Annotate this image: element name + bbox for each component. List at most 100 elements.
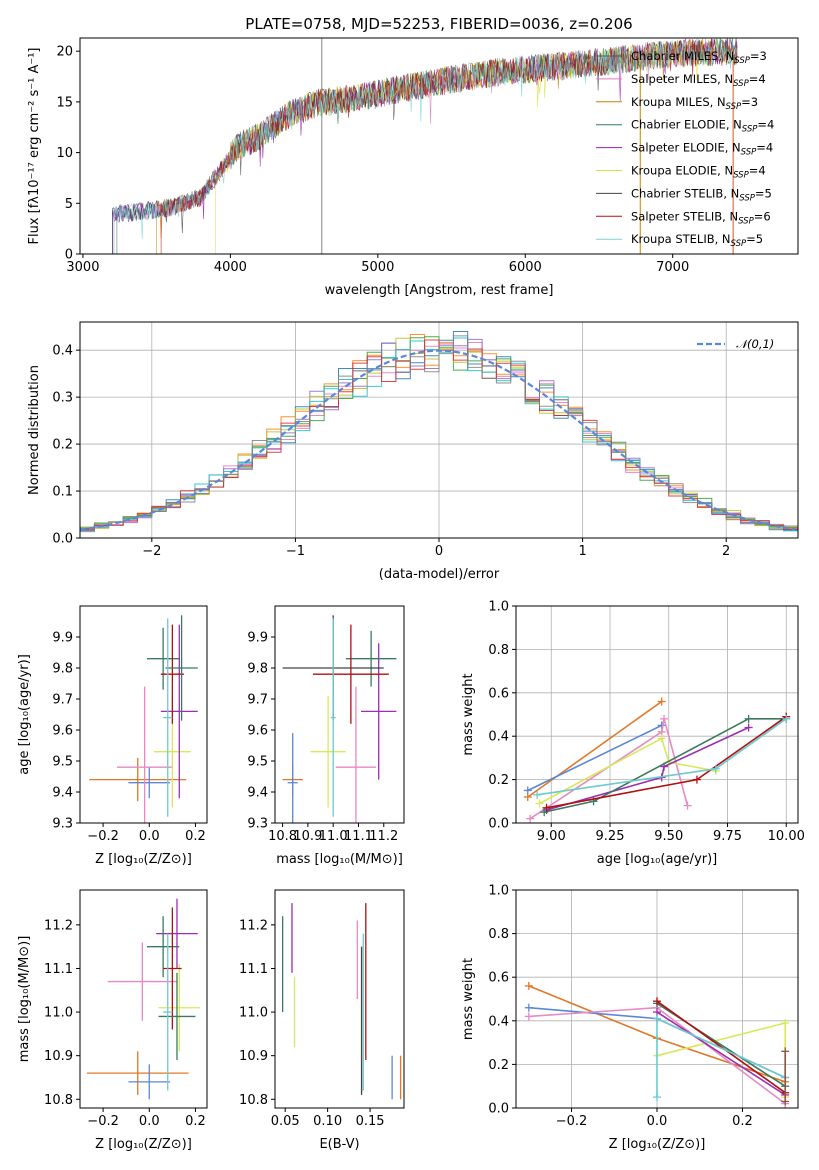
y-tick-label: 5 [65, 197, 73, 212]
y-tick-label: 1.0 [488, 600, 509, 615]
legend-label: Salpeter STELIB, NSSP=6 [631, 209, 771, 226]
y-tick-label: 9.3 [247, 817, 268, 832]
legend-label: Kroupa ELODIE, NSSP=4 [631, 164, 766, 181]
panel-frame [79, 605, 208, 824]
x-tick-label: 5000 [361, 260, 394, 275]
y-tick-label: 9.9 [247, 631, 268, 646]
x-tick-label: −0.2 [556, 1114, 588, 1129]
y-tick-label: 0.2 [52, 438, 73, 453]
panel-xlabel: age [log₁₀(age/yr)] [597, 852, 718, 867]
y-tick-label: 0.0 [52, 532, 73, 547]
mass-weight-line [656, 1011, 786, 1096]
age-vs-mass-panel: 10.810.911.011.111.2 9.3 9.4 9.5 9.6 9.7 9.8 9.… [247, 605, 405, 867]
panel-ticks: 9.00 9.25 9.50 9.75 10.00 0.0 0.2 0.4 0.6 0.8 1.0 [488, 600, 805, 845]
legend-label: Salpeter ELODIE, NSSP=4 [631, 141, 773, 158]
y-tick-label: 11.0 [239, 1006, 268, 1021]
y-tick-label: 9.7 [247, 693, 268, 708]
x-tick-label: 0.05 [271, 1114, 300, 1129]
x-tick-label: 0.0 [139, 1114, 160, 1129]
panel-xlabel: Z [log₁₀(Z/Z⊙)] [95, 852, 192, 867]
x-tick-label: −2 [142, 544, 161, 559]
residual-histograms [79, 331, 798, 533]
panel-xlabel: Z [log₁₀(Z/Z⊙)] [609, 1137, 706, 1152]
reference-gaussian [79, 349, 796, 531]
line-series [523, 697, 791, 823]
y-tick-label: 9.6 [247, 724, 268, 739]
panel-ylabel: age [log₁₀(age/yr)] [17, 654, 32, 775]
x-tick-label: 10.00 [768, 829, 805, 844]
mass-weight-line [544, 717, 787, 813]
x-tick-label: 9.25 [596, 829, 625, 844]
y-tick-label: 0.6 [488, 686, 509, 701]
spectrum-frame [79, 37, 799, 255]
y-tick-label: 10.8 [239, 1093, 268, 1108]
legend-reference-label: 𝒩(0,1) [736, 337, 774, 351]
mass-vs-ebv-panel: 0.05 0.10 0.15 10.8 10.9 11.0 11.1 11.2 E(B-V) [239, 889, 405, 1152]
y-tick-label: 9.4 [52, 786, 73, 801]
weight-vs-age-panel: 9.00 9.25 9.50 9.75 10.00 0.0 0.2 0.4 0.6 0.8 1.0 a… [461, 600, 805, 868]
mass-weight-line [539, 737, 716, 805]
panel-frame [274, 889, 405, 1109]
x-tick-label: −1 [286, 544, 305, 559]
x-tick-label: 0.0 [139, 829, 160, 844]
residual-legend: 𝒩(0,1) [697, 337, 774, 351]
x-tick-label: 10.9 [293, 829, 322, 844]
legend-label: Kroupa MILES, NSSP=3 [631, 95, 758, 112]
y-tick-label: 0.4 [52, 344, 73, 359]
legend-label: Kroupa STELIB, NSSP=5 [631, 232, 763, 249]
panel-frame [515, 889, 799, 1109]
mass-weight-line [546, 726, 749, 811]
y-tick-label: 0.3 [52, 391, 73, 406]
x-tick-label: 6000 [509, 260, 542, 275]
residual-ticks: −2 −1 0 1 2 0.0 0.1 0.2 0.3 0.4 [52, 344, 730, 559]
y-tick-label: 9.4 [247, 786, 268, 801]
y-tick-label: 0.6 [488, 971, 509, 986]
y-tick-label: 9.3 [52, 817, 73, 832]
y-tick-label: 0.2 [488, 773, 509, 788]
y-tick-label: 9.8 [52, 662, 73, 677]
x-tick-label: 11.2 [369, 829, 398, 844]
x-tick-label: 7000 [656, 260, 689, 275]
legend-label: Chabrier ELODIE, NSSP=4 [631, 118, 774, 135]
y-tick-label: 0.0 [488, 1102, 509, 1117]
panel-ylabel: mass weight [461, 958, 476, 1040]
mass-weight-line [527, 724, 663, 792]
y-tick-label: 0.2 [488, 1058, 509, 1073]
y-tick-label: 11.1 [239, 962, 268, 977]
x-tick-label: 9.50 [654, 829, 683, 844]
panel-xlabel: Z [log₁₀(Z/Z⊙)] [95, 1137, 192, 1152]
y-tick-label: 9.9 [52, 631, 73, 646]
y-tick-label: 9.8 [247, 662, 268, 677]
y-tick-label: 10.9 [239, 1049, 268, 1064]
panel-ticks: −0.2 0.0 0.2 9.3 9.4 9.5 9.6 9.7 9.8 9.9 [52, 631, 205, 845]
spectrum-lines [112, 38, 738, 254]
spectrum-legend: Chabrier MILES, NSSP=3 Salpeter MILES, NS… [596, 49, 774, 249]
y-tick-label: 0.0 [488, 817, 509, 832]
y-tick-label: 11.1 [44, 962, 73, 977]
y-tick-label: 10.9 [44, 1049, 73, 1064]
x-tick-label: 0.15 [356, 1114, 385, 1129]
y-tick-label: 9.5 [247, 755, 268, 770]
y-tick-label: 0.8 [488, 643, 509, 658]
panel-xlabel: mass [log₁₀(M/M⊙)] [276, 852, 403, 867]
age-vs-z-panel: −0.2 0.0 0.2 9.3 9.4 9.5 9.6 9.7 9.8 9.9 Z [log₁₀(… [17, 605, 208, 867]
mass-weight-line [656, 1017, 786, 1098]
x-tick-label: 0.2 [732, 1114, 753, 1129]
x-tick-label: 0.10 [313, 1114, 342, 1129]
panel-frame [79, 889, 208, 1109]
y-tick-label: 1.0 [488, 884, 509, 899]
y-tick-label: 20 [56, 45, 73, 60]
spectrum-title: PLATE=0758, MJD=52253, FIBERID=0036, z=0… [245, 15, 632, 33]
panel-xlabel: E(B-V) [319, 1137, 359, 1152]
panel-frame [274, 605, 405, 824]
panel-ticks: −0.2 0.0 0.2 0.0 0.2 0.4 0.6 0.8 1.0 [488, 884, 798, 1129]
y-tick-label: 0.4 [488, 730, 509, 745]
mass-vs-z-panel: −0.2 0.0 0.2 10.8 10.9 11.0 11.1 11.2 Z [log₁₀(Z… [17, 889, 208, 1152]
y-tick-label: 0.4 [488, 1014, 509, 1029]
x-tick-label: 11.1 [344, 829, 373, 844]
x-tick-label: −0.2 [87, 1114, 119, 1129]
mass-weight-line [529, 718, 689, 820]
panel-ticks: 10.810.911.011.111.2 9.3 9.4 9.5 9.6 9.7 9.8 9.… [247, 631, 398, 845]
x-tick-label: 0.0 [647, 1114, 668, 1129]
